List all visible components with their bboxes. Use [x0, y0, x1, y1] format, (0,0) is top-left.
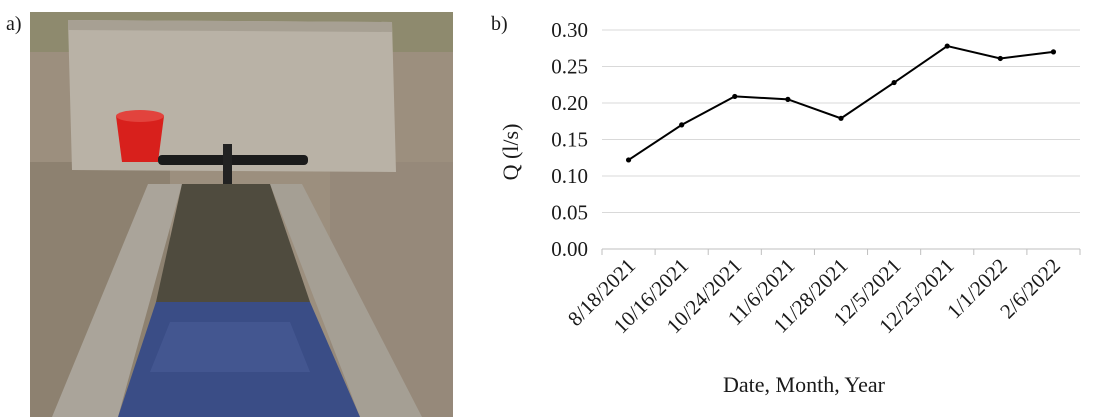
y-tick-label: 0.05: [551, 201, 588, 225]
data-point: [679, 122, 685, 128]
photo-red-bucket: [116, 116, 164, 162]
y-tick-label: 0.25: [551, 55, 588, 79]
grid-layer: [601, 29, 1081, 255]
data-point: [944, 43, 950, 49]
data-point: [1050, 49, 1057, 55]
data-point: [891, 79, 897, 86]
y-tick-label: 0.10: [551, 164, 588, 188]
photo-trough-water-upper: [156, 184, 310, 302]
photo-trough-right-wall: [270, 184, 422, 417]
x-axis-title: Date, Month, Year: [723, 372, 886, 397]
photo-bucket-rim: [116, 110, 164, 122]
data-point: [997, 55, 1003, 62]
spring-trough-photo: [30, 12, 453, 417]
discharge-chart: 0.00 0.05 0.10 0.15 0.20 0.25 0.30 8/18/2021 10…: [480, 0, 1102, 417]
data-point: [785, 96, 791, 102]
y-axis-title: Q (l/s): [498, 124, 523, 181]
data-point: [625, 157, 632, 163]
panel-a-label: a): [6, 13, 22, 35]
y-tick-label: 0.15: [551, 128, 588, 152]
photo-wall-shade: [68, 20, 392, 32]
y-tick-label: 0.30: [551, 18, 588, 42]
data-point: [838, 115, 844, 121]
panel-b-label: b): [491, 13, 508, 35]
photo-trough-left-wall: [52, 184, 182, 417]
y-tick-label: 0.20: [551, 91, 588, 115]
data-point: [732, 93, 738, 100]
photo-water-highlight: [150, 322, 310, 372]
x-tick-labels: 8/18/202110/16/202110/24/202111/6/202111…: [563, 254, 1065, 339]
data-points: [625, 43, 1057, 163]
y-tick-label: 0.00: [551, 237, 588, 261]
y-tick-labels: 0.00 0.05 0.10 0.15 0.20 0.25 0.30: [551, 18, 588, 261]
photo-vertical-pipe: [223, 144, 232, 196]
x-tick-label: 2/6/2022: [995, 254, 1065, 324]
photo-black-hose: [158, 155, 308, 165]
